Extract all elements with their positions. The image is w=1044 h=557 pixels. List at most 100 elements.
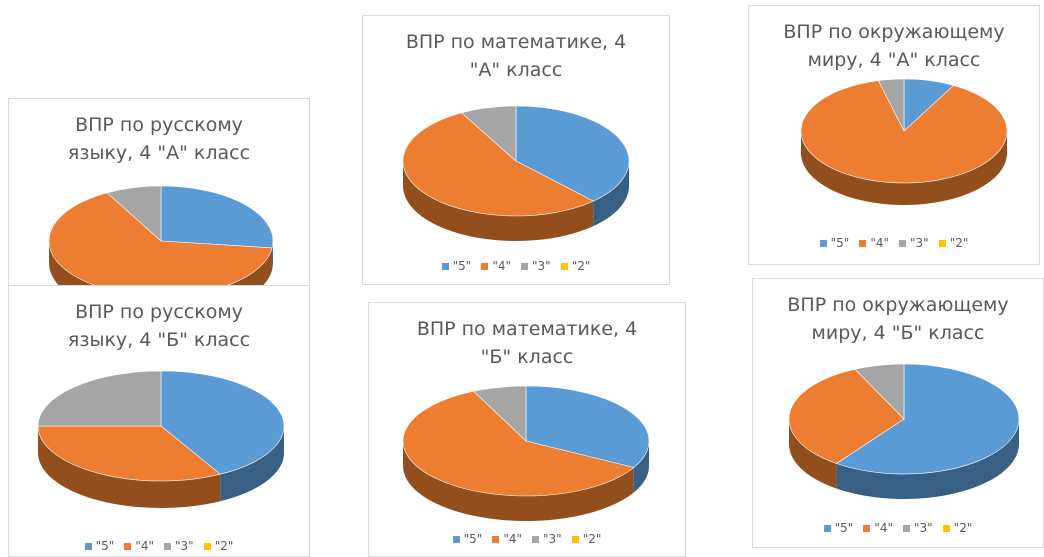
slice	[402, 390, 635, 497]
legend-label: "3"	[532, 259, 551, 273]
slice-side	[38, 426, 221, 509]
legend-item: "2"	[571, 532, 602, 546]
legend-label: "5"	[830, 236, 850, 250]
slice-side	[403, 441, 634, 522]
legend-item: "5"	[823, 521, 854, 535]
legend-item: "4"	[124, 539, 154, 553]
legend-swatch	[560, 262, 568, 270]
legend-label: "4"	[874, 521, 893, 535]
slice	[460, 105, 517, 162]
legend-item: "4"	[481, 259, 511, 273]
legend-swatch	[84, 542, 92, 550]
legend-swatch	[903, 524, 910, 532]
legend-item: "5"	[84, 539, 114, 553]
chart-title: ВПР по математике, 4 "А" класс	[405, 31, 627, 81]
slice-side	[403, 161, 594, 241]
slice-side	[220, 426, 284, 502]
slice	[835, 363, 1020, 475]
slice-side	[836, 419, 1019, 500]
legend-label: "4"	[503, 532, 522, 546]
slice-side	[801, 131, 1007, 205]
legend-item: "5"	[819, 236, 850, 250]
legend-item: "4"	[863, 521, 893, 535]
legend-item: "4"	[859, 236, 889, 250]
legend-swatch	[452, 535, 460, 543]
chart-panel: ВПР по русскому языку, 4 "Б" класс "5" "4"…	[8, 285, 310, 557]
legend: "5" "4" "3" "2"	[749, 236, 1039, 250]
pie-chart	[788, 363, 1020, 500]
chart-title: ВПР по окружающему миру, 4 "А" класс	[783, 21, 1005, 71]
legend-item: "5"	[452, 532, 483, 546]
legend-item: "3"	[521, 259, 551, 273]
pie-chart	[800, 78, 1008, 205]
chart-title: ВПР по окружающему миру, 4 "Б" класс	[787, 294, 1009, 344]
slice	[473, 385, 527, 442]
legend-item: "2"	[560, 259, 590, 273]
chart-panel: ВПР по математике, 4 "А" класс "5" "4" "3" "…	[362, 15, 670, 285]
legend-item: "3"	[903, 521, 933, 535]
legend-label: "3"	[175, 539, 194, 553]
legend: "5" "4" "3" "2"	[369, 532, 685, 546]
legend-label: "4"	[135, 539, 154, 553]
chart-panel: ВПР по математике, 4 "Б" класс "5" "4" "3" "…	[368, 302, 686, 557]
legend-label: "3"	[543, 532, 562, 546]
slice	[788, 368, 905, 464]
slice-side	[593, 161, 629, 227]
legend-label: "4"	[870, 236, 889, 250]
slice-side	[633, 441, 649, 493]
legend-swatch	[521, 262, 528, 270]
legend-item: "4"	[492, 532, 522, 546]
slice	[800, 80, 1008, 184]
legend-swatch	[441, 262, 449, 270]
legend-label: "4"	[492, 259, 511, 273]
slice	[515, 105, 630, 202]
legend-swatch	[819, 239, 827, 247]
slice-side	[789, 419, 837, 489]
legend-item: "3"	[899, 236, 929, 250]
legend-label: "2"	[949, 236, 969, 250]
legend-swatch	[203, 542, 211, 550]
legend-label: "3"	[910, 236, 929, 250]
legend-swatch	[124, 542, 132, 550]
legend-swatch	[823, 524, 831, 532]
slice	[106, 185, 162, 242]
slice	[402, 112, 595, 217]
legend-item: "3"	[164, 539, 194, 553]
legend-item: "2"	[938, 236, 969, 250]
legend-swatch	[899, 239, 906, 247]
legend-item: "3"	[532, 532, 562, 546]
legend-swatch	[938, 239, 946, 247]
legend-item: "2"	[942, 521, 972, 535]
legend-swatch	[532, 535, 539, 543]
legend-label: "5"	[452, 259, 472, 273]
legend-swatch	[492, 535, 500, 543]
legend: "5" "4" "3" "2"	[9, 539, 309, 553]
chart-panel: ВПР по окружающему миру, 4 "А" класс "5" "…	[748, 5, 1040, 265]
slice	[160, 370, 285, 475]
legend-label: "3"	[914, 521, 933, 535]
legend-swatch	[942, 524, 950, 532]
chart-title: ВПР по русскому языку, 4 "А" класс	[67, 114, 251, 164]
legend-swatch	[481, 262, 489, 270]
slice	[37, 370, 162, 427]
slice	[160, 185, 274, 249]
legend: "5" "4" "3" "2"	[363, 259, 669, 273]
chart-panel: ВПР по окружающему миру, 4 "Б" класс "5" "…	[752, 278, 1044, 548]
slice	[854, 363, 905, 420]
pie-chart	[402, 105, 630, 241]
legend-swatch	[164, 542, 171, 550]
legend-label: "5"	[834, 521, 854, 535]
legend-swatch	[571, 535, 579, 543]
slice	[877, 78, 905, 132]
legend-label: "2"	[582, 532, 602, 546]
slice	[525, 385, 650, 468]
legend-label: "2"	[214, 539, 234, 553]
legend-label: "5"	[463, 532, 483, 546]
legend-item: "5"	[441, 259, 472, 273]
legend-item: "2"	[203, 539, 234, 553]
legend: "5" "4" "3" "2"	[753, 521, 1043, 535]
slice	[37, 425, 221, 482]
pie-chart	[402, 385, 650, 522]
legend-swatch	[859, 239, 867, 247]
